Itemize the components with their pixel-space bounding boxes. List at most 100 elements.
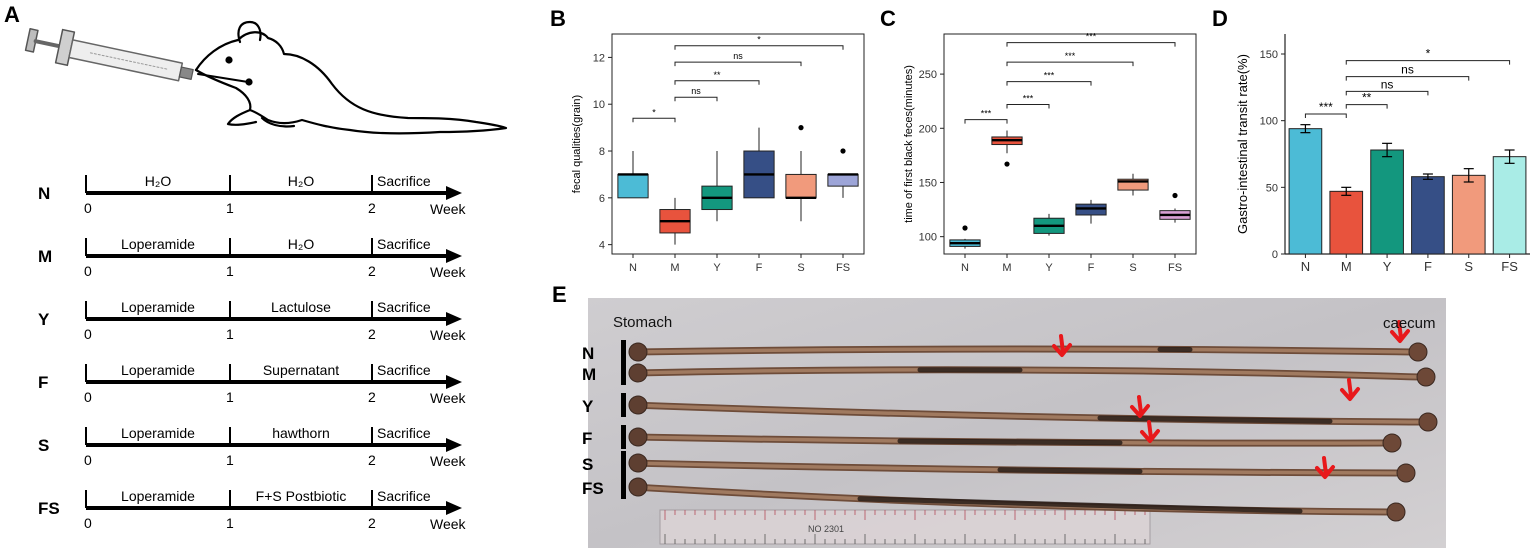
- significance-label: *: [1426, 47, 1431, 61]
- red-arrow-icon: [1052, 334, 1072, 357]
- group-label: F: [38, 373, 48, 392]
- panel-d: D 0 50 100 150 Gastro-intestinal transit rat…: [1212, 6, 1530, 274]
- tick-label: 1: [226, 452, 234, 468]
- significance-label: ***: [981, 109, 992, 119]
- phase1-treatment: Loperamide: [121, 299, 195, 315]
- row-label: F: [582, 429, 592, 448]
- endpoint-label: Sacrifice: [377, 173, 431, 189]
- x-tick-label: F: [1424, 259, 1432, 274]
- intestine-highlight: [630, 368, 1422, 379]
- row-marker: [621, 451, 626, 475]
- stomach-end: [628, 342, 648, 362]
- red-arrow-icon: [1315, 456, 1335, 479]
- tick-label: 2: [368, 452, 376, 468]
- tick-label: 2: [368, 200, 376, 216]
- row-marker: [621, 393, 626, 417]
- y-tick-label: 0: [1272, 249, 1278, 261]
- red-arrow-icon: [1140, 420, 1160, 443]
- row-marker: [621, 475, 626, 499]
- endpoint-label: Sacrifice: [377, 488, 431, 504]
- caecum-end: [1396, 463, 1416, 483]
- outlier-point: [1172, 192, 1178, 199]
- phase2-treatment: hawthorn: [272, 425, 330, 441]
- endpoint-label: Sacrifice: [377, 425, 431, 441]
- endpoint-label: Sacrifice: [377, 362, 431, 378]
- y-tick-label: 50: [1266, 182, 1278, 194]
- x-tick-label: S: [1129, 262, 1136, 274]
- y-tick-label: 6: [599, 193, 605, 205]
- significance-label: ns: [1381, 77, 1394, 91]
- significance-bracket: [1006, 103, 1050, 109]
- significance-label: *: [757, 35, 761, 45]
- group-label: S: [38, 436, 49, 455]
- y-tick-label: 8: [599, 146, 605, 158]
- tick-label: 0: [84, 452, 92, 468]
- arrowhead-icon: [446, 186, 462, 200]
- red-arrow-icon: [1340, 378, 1360, 401]
- plot-frame: [611, 33, 865, 255]
- tick-label: 2: [368, 263, 376, 279]
- row-marker: [621, 425, 626, 449]
- x-tick-label: FS: [836, 262, 850, 274]
- significance-label: ***: [1023, 93, 1034, 103]
- outlier-point: [840, 148, 846, 154]
- row-label: FS: [582, 479, 604, 498]
- arrowhead-icon: [446, 501, 462, 515]
- y-tick-label: 12: [593, 52, 605, 64]
- y-tick-label: 150: [1260, 49, 1278, 61]
- group-label: N: [38, 184, 50, 203]
- phase2-treatment: F+S Postbiotic: [256, 488, 347, 504]
- bar-Y: [1370, 149, 1404, 255]
- x-tick-label: Y: [1383, 259, 1392, 274]
- fecal-segment: [1097, 415, 1333, 424]
- y-tick-label: 250: [919, 69, 937, 81]
- panel-b-letter: B: [550, 6, 566, 31]
- x-tick-label: N: [629, 262, 637, 274]
- significance-bracket: [674, 61, 802, 67]
- ruler-label: NO 2301: [808, 524, 844, 534]
- fecal-segment: [857, 496, 1303, 514]
- week-label: Week: [430, 327, 467, 343]
- bar-N: [1288, 128, 1323, 255]
- x-tick-label: F: [1088, 262, 1095, 274]
- bar-FS: [1492, 156, 1527, 255]
- group-label: FS: [38, 499, 60, 518]
- significance-bracket: [964, 119, 1008, 124]
- fecal-segment: [997, 467, 1143, 474]
- tick-label: 1: [226, 326, 234, 342]
- significance-bracket: [674, 80, 760, 85]
- outlier-point: [798, 125, 804, 131]
- significance-bracket: [1345, 90, 1429, 96]
- phase1-treatment: H₂O: [145, 173, 172, 189]
- x-tick-label: M: [1002, 262, 1011, 274]
- endpoint-label: Sacrifice: [377, 236, 431, 252]
- phase2-treatment: Supernatant: [263, 362, 339, 378]
- syringe-icon: [24, 28, 194, 82]
- week-label: Week: [430, 390, 467, 406]
- caecum-end: [1418, 412, 1438, 432]
- significance-bracket: [1345, 60, 1511, 65]
- box-S: [785, 173, 817, 199]
- bar-F: [1411, 176, 1445, 255]
- phase2-treatment: H₂O: [288, 173, 315, 189]
- y-tick-label: 100: [1260, 116, 1278, 128]
- significance-bracket: [1345, 104, 1388, 109]
- x-tick-label: S: [797, 262, 804, 274]
- significance-bracket: [1006, 81, 1092, 86]
- stomach-end: [628, 427, 648, 447]
- significance-label: ns: [733, 51, 743, 61]
- stomach-end: [628, 395, 648, 415]
- y-tick-label: 200: [919, 123, 937, 135]
- ruler: [659, 509, 1151, 545]
- tick-label: 1: [226, 263, 234, 279]
- phase1-treatment: Loperamide: [121, 425, 195, 441]
- tick-label: 2: [368, 389, 376, 405]
- intestine-highlight: [630, 347, 1414, 354]
- week-label: Week: [430, 264, 467, 280]
- significance-label: ns: [691, 86, 701, 96]
- stomach-end: [628, 453, 648, 473]
- significance-bracket: [1006, 42, 1176, 47]
- box-FS: [827, 173, 859, 187]
